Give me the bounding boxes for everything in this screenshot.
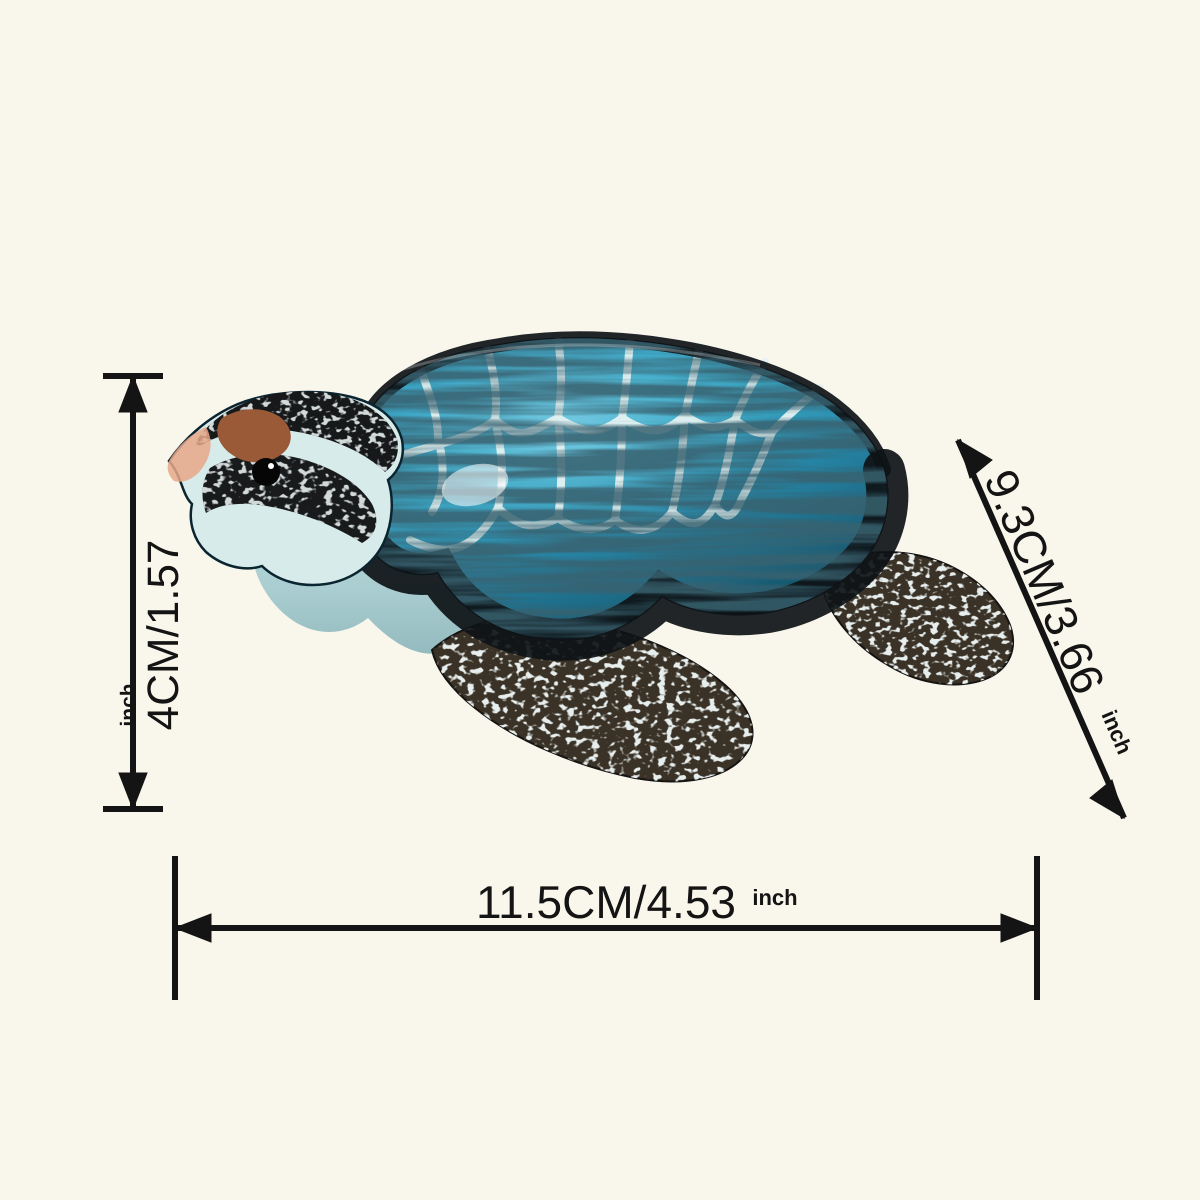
svg-text:inch: inch — [117, 683, 140, 726]
svg-text:inch: inch — [752, 885, 797, 910]
svg-text:11.5CM/4.53: 11.5CM/4.53 — [476, 876, 736, 928]
svg-text:4CM/1.57: 4CM/1.57 — [139, 540, 188, 731]
